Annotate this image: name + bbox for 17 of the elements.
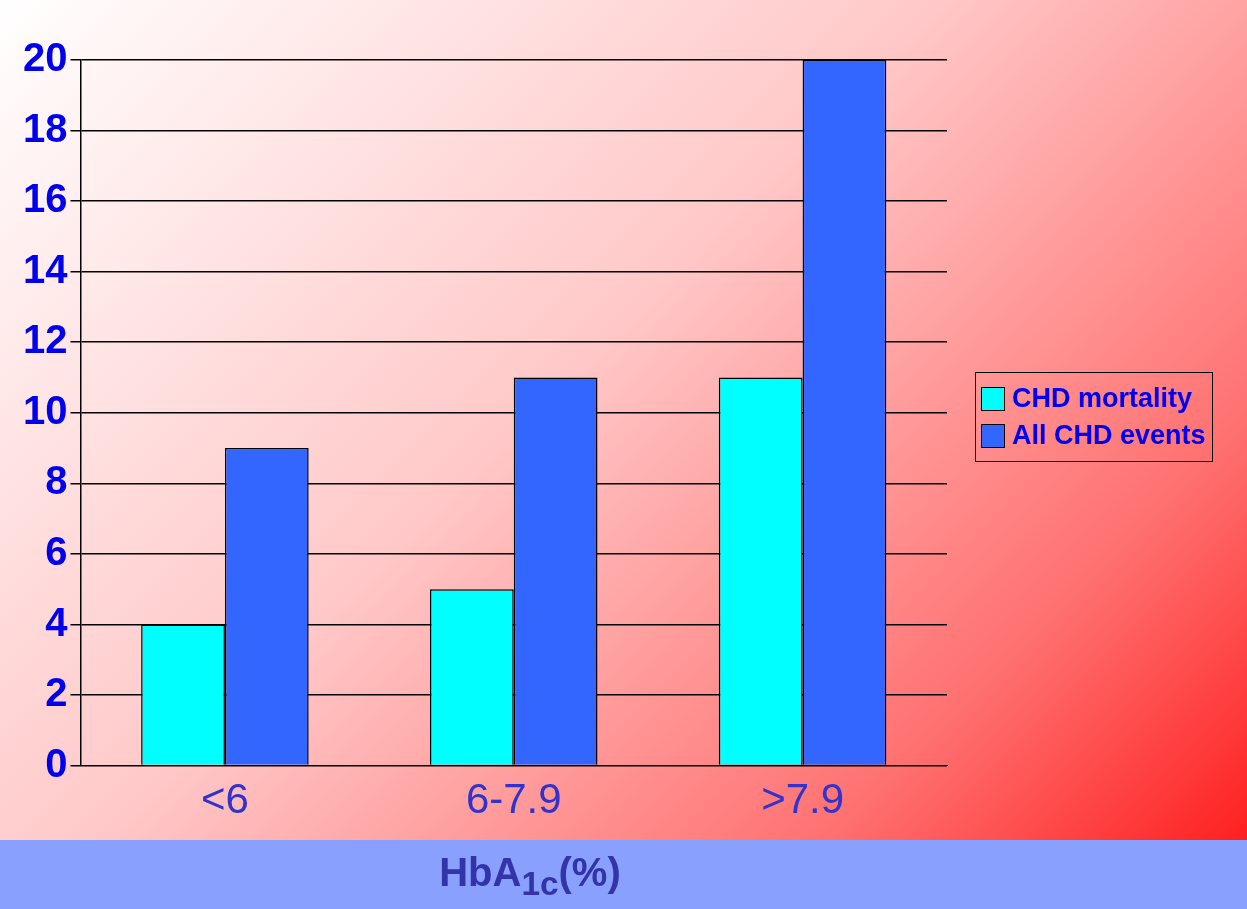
y-tick-label: 20 bbox=[22, 35, 68, 80]
y-tick-label: 10 bbox=[22, 387, 68, 432]
y-tick-label: 18 bbox=[22, 105, 68, 150]
y-tick-label: 12 bbox=[22, 317, 68, 362]
x-tick-label: <6 bbox=[200, 775, 249, 823]
y-tick-label: 0 bbox=[45, 740, 68, 785]
y-tick-label: 6 bbox=[45, 528, 68, 573]
x-tick-label: >7.9 bbox=[761, 775, 845, 823]
y-tick-label: 16 bbox=[22, 176, 68, 221]
x-axis-title: HbA$_{1c}$(%) bbox=[438, 850, 622, 903]
legend-label: CHD mortality bbox=[1012, 383, 1193, 414]
y-tick-label: 14 bbox=[22, 246, 69, 291]
y-tick-label: 4 bbox=[45, 599, 69, 644]
y-tick-label: 2 bbox=[45, 670, 68, 715]
x-tick-label: 6-7.9 bbox=[465, 775, 562, 823]
legend-label: All CHD events bbox=[1012, 420, 1206, 451]
y-tick-label: 8 bbox=[45, 458, 68, 503]
